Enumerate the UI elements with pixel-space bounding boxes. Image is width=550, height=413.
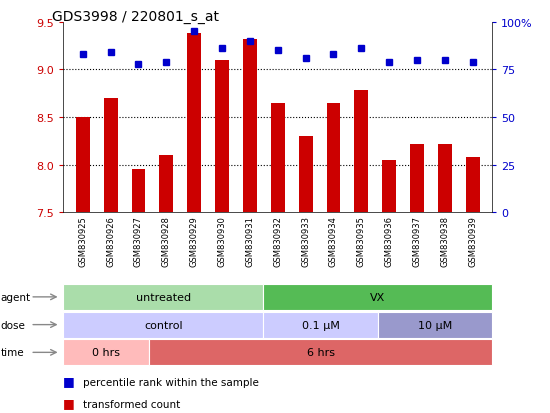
Bar <box>410 144 424 213</box>
Text: ■: ■ <box>63 396 79 409</box>
Text: dose: dose <box>1 320 25 330</box>
Text: untreated: untreated <box>136 292 191 302</box>
Text: 0.1 μM: 0.1 μM <box>302 320 339 330</box>
Text: 6 hrs: 6 hrs <box>307 347 334 358</box>
Text: agent: agent <box>1 292 31 302</box>
Bar <box>243 40 257 213</box>
Bar <box>438 144 452 213</box>
Text: VX: VX <box>370 292 386 302</box>
Bar <box>76 118 90 213</box>
Text: ■: ■ <box>63 375 79 387</box>
Text: 0 hrs: 0 hrs <box>92 347 120 358</box>
Bar <box>299 137 312 213</box>
Bar <box>160 156 173 213</box>
Text: GDS3998 / 220801_s_at: GDS3998 / 220801_s_at <box>52 10 219 24</box>
Text: control: control <box>144 320 183 330</box>
Bar <box>271 104 285 213</box>
Bar <box>466 158 480 213</box>
Bar <box>215 61 229 213</box>
Text: time: time <box>1 347 24 358</box>
Bar <box>187 34 201 213</box>
Bar <box>327 104 340 213</box>
Bar <box>382 160 396 213</box>
Text: 10 μM: 10 μM <box>418 320 452 330</box>
Bar <box>354 91 368 213</box>
Text: transformed count: transformed count <box>82 399 180 409</box>
Text: percentile rank within the sample: percentile rank within the sample <box>82 377 258 387</box>
Bar <box>131 170 145 213</box>
Bar <box>103 99 118 213</box>
